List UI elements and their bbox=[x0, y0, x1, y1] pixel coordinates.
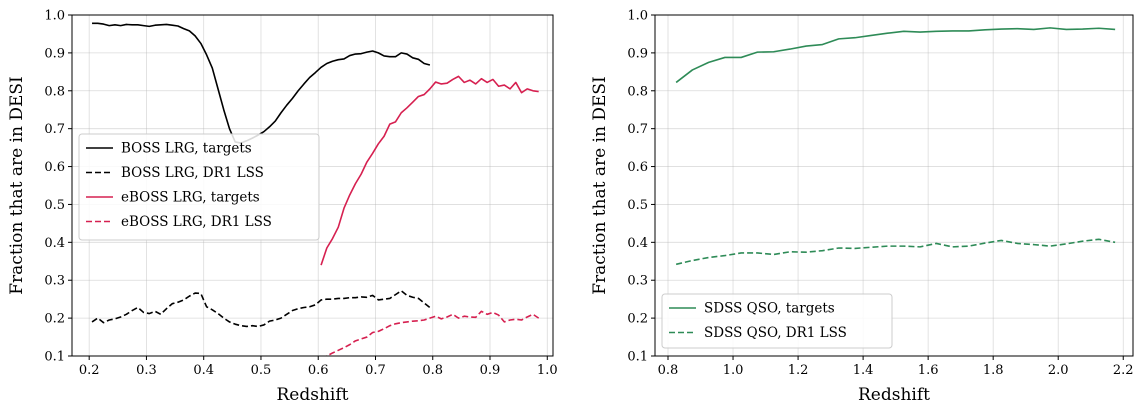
plot-frame bbox=[654, 14, 1134, 357]
x-tick-label: 1.0 bbox=[537, 363, 558, 378]
y-tick-label: 0.1 bbox=[627, 350, 648, 365]
series-line-sdss-qso-dr1-lss bbox=[675, 238, 1116, 266]
series-line-eboss-lrg-targets bbox=[320, 75, 539, 266]
plot-frame bbox=[71, 14, 554, 357]
x-tick-label: 1.6 bbox=[918, 363, 939, 378]
y-tick-label: 0.3 bbox=[627, 274, 648, 289]
series-line-eboss-lrg-dr1-lss bbox=[324, 310, 540, 356]
y-tick-label: 0.4 bbox=[44, 236, 65, 251]
legend-label: SDSS QSO, targets bbox=[704, 301, 835, 317]
y-tick-label: 0.6 bbox=[44, 160, 65, 175]
x-axis-label: Redshift bbox=[858, 385, 930, 403]
x-tick-label: 0.8 bbox=[422, 363, 443, 378]
x-tick-label: 0.4 bbox=[193, 363, 214, 378]
y-tick-label: 0.8 bbox=[44, 84, 65, 99]
x-tick-label: 1.4 bbox=[853, 363, 874, 378]
y-tick-label: 0.9 bbox=[627, 46, 648, 61]
series-line-boss-lrg-targets bbox=[92, 22, 431, 144]
x-tick-label: 0.7 bbox=[365, 363, 386, 378]
y-tick-label: 0.7 bbox=[44, 122, 65, 137]
x-tick-label: 0.3 bbox=[136, 363, 157, 378]
y-tick-label: 0.9 bbox=[44, 46, 65, 61]
series-line-boss-lrg-dr1-lss bbox=[91, 290, 431, 328]
x-tick-label: 0.8 bbox=[658, 363, 679, 378]
legend: BOSS LRG, targets BOSS LRG, DR1 LSS eBOSS … bbox=[78, 133, 320, 241]
y-tick-label: 0.1 bbox=[44, 350, 65, 365]
y-tick-label: 0.3 bbox=[44, 274, 65, 289]
y-tick-label: 0.4 bbox=[627, 236, 648, 251]
y-tick-label: 1.0 bbox=[627, 9, 648, 24]
x-tick-label: 2.2 bbox=[1113, 363, 1134, 378]
y-tick-label: 0.8 bbox=[627, 84, 648, 99]
legend-label: eBOSS LRG, DR1 LSS bbox=[121, 214, 272, 230]
right-panel-qso: 0.8 1.0 1.2 1.4 1.6 1.8 2.0 2.2 0.1 0.2 0.3 0.4 0.5 0… bbox=[590, 9, 1134, 403]
y-axis-label: Fraction that are in DESI bbox=[590, 76, 610, 295]
y-axis-label: Fraction that are in DESI bbox=[7, 76, 27, 295]
series-line-sdss-qso-targets bbox=[675, 27, 1116, 84]
left-panel-lrg: 0.2 0.3 0.4 0.5 0.6 0.7 0.8 0.9 1.0 0.1 0.2 0.3 0.4 0… bbox=[7, 9, 558, 403]
y-tick-label: 1.0 bbox=[44, 9, 65, 24]
x-tick-label: 0.9 bbox=[480, 363, 501, 378]
x-tick-label: 1.2 bbox=[788, 363, 809, 378]
x-tick-label: 1.8 bbox=[983, 363, 1004, 378]
legend-box bbox=[78, 133, 320, 241]
legend-label: BOSS LRG, DR1 LSS bbox=[121, 165, 264, 181]
y-tick-label: 0.6 bbox=[627, 160, 648, 175]
y-tick-label: 0.7 bbox=[627, 122, 648, 137]
legend-label: BOSS LRG, targets bbox=[121, 141, 252, 157]
y-tick-label: 0.5 bbox=[44, 198, 65, 213]
x-tick-label: 0.5 bbox=[251, 363, 272, 378]
x-tick-label: 2.0 bbox=[1048, 363, 1069, 378]
x-tick-label: 0.6 bbox=[308, 363, 329, 378]
legend: SDSS QSO, targets SDSS QSO, DR1 LSS bbox=[661, 293, 893, 349]
y-tick-label: 0.2 bbox=[627, 312, 648, 327]
legend-label: eBOSS LRG, targets bbox=[121, 190, 260, 206]
x-tick-label: 0.2 bbox=[79, 363, 100, 378]
y-tick-label: 0.2 bbox=[44, 312, 65, 327]
y-tick-label: 0.5 bbox=[627, 198, 648, 213]
legend-label: SDSS QSO, DR1 LSS bbox=[704, 325, 847, 341]
legend-box bbox=[661, 293, 893, 349]
x-tick-label: 1.0 bbox=[723, 363, 744, 378]
x-axis-label: Redshift bbox=[277, 385, 349, 403]
